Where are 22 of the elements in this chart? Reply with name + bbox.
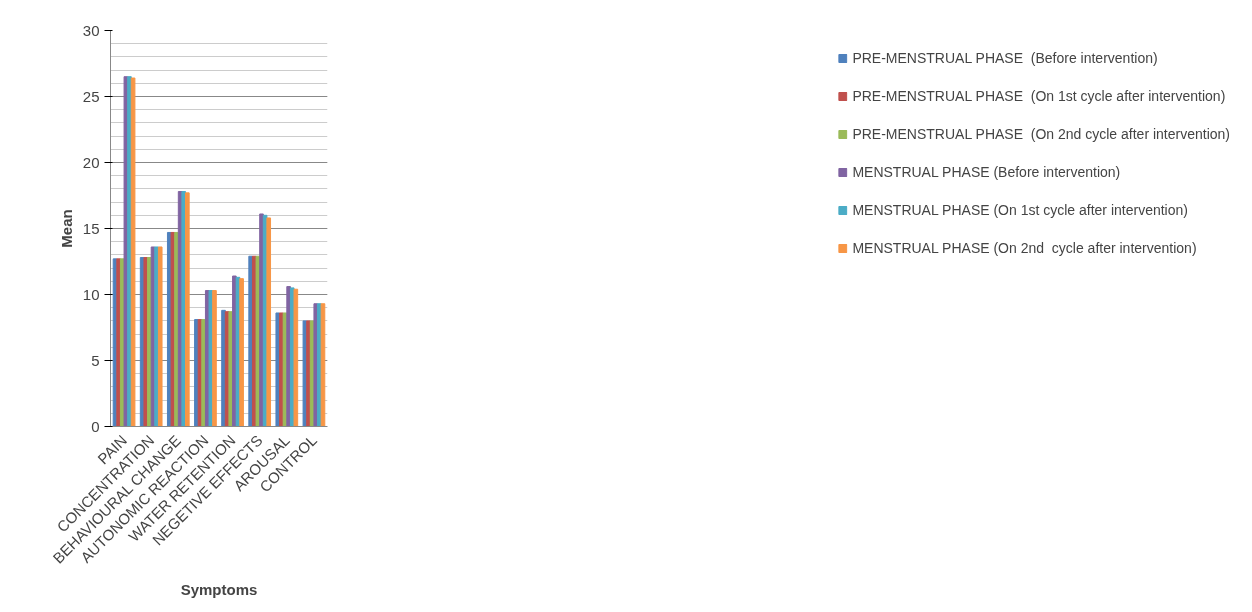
legend-label: MENSTRUAL PHASE (On 2nd cycle after intervention)	[852, 240, 1197, 256]
bar	[293, 288, 299, 427]
y-axis-title: Mean	[57, 209, 75, 248]
y-tick-label: 30	[82, 21, 100, 39]
legend-label: PRE-MENSTRUAL PHASE (On 2nd cycle after intervention)	[852, 126, 1230, 142]
legend-label: MENSTRUAL PHASE (On 1st cycle after intervention)	[852, 202, 1188, 218]
bar	[130, 77, 136, 427]
legend-label: MENSTRUAL PHASE (Before intervention)	[852, 164, 1121, 180]
bar	[185, 192, 190, 427]
y-tick-label: 10	[82, 285, 100, 303]
y-tick-label: 5	[91, 351, 100, 369]
legend-label: PRE-MENSTRUAL PHASE (Before intervention)	[852, 50, 1158, 66]
y-tick-label: 25	[82, 87, 100, 105]
y-tick-label: 20	[82, 153, 100, 171]
x-axis-title: Symptoms	[180, 580, 258, 598]
y-tick-label: 0	[91, 417, 100, 435]
bar	[212, 290, 217, 427]
bar	[157, 246, 163, 427]
bar	[266, 217, 272, 427]
bar	[239, 278, 244, 427]
y-tick-label: 15	[82, 219, 100, 237]
legend-label: PRE-MENSTRUAL PHASE (On 1st cycle after intervention)	[852, 88, 1226, 104]
